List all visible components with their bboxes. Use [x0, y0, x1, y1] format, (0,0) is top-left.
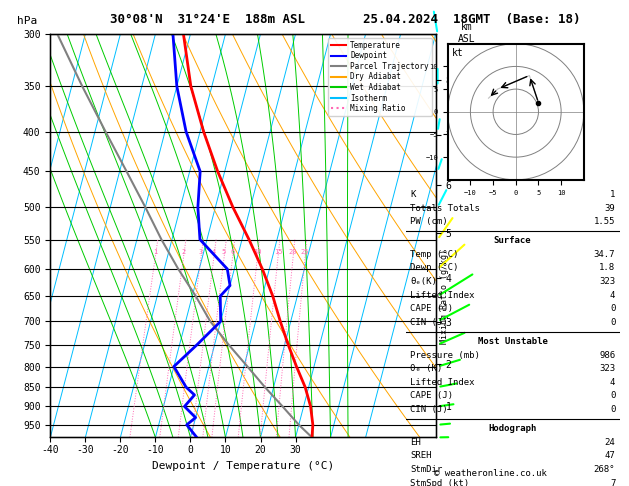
Text: 24: 24	[604, 438, 615, 447]
Text: StmSpd (kt): StmSpd (kt)	[410, 479, 469, 486]
Text: PW (cm): PW (cm)	[410, 217, 448, 226]
Text: Dewp (°C): Dewp (°C)	[410, 263, 459, 273]
Text: K: K	[410, 190, 415, 199]
Y-axis label: km
ASL: km ASL	[458, 22, 476, 44]
Text: Temp (°C): Temp (°C)	[410, 250, 459, 259]
Text: 6: 6	[230, 249, 235, 256]
Text: © weatheronline.co.uk: © weatheronline.co.uk	[434, 469, 547, 478]
Text: 323: 323	[599, 277, 615, 286]
Text: CAPE (J): CAPE (J)	[410, 392, 453, 400]
Text: 323: 323	[599, 364, 615, 373]
Text: 0: 0	[610, 405, 615, 414]
Text: 25: 25	[301, 249, 309, 256]
Text: 25.04.2024  18GMT  (Base: 18): 25.04.2024 18GMT (Base: 18)	[363, 13, 581, 26]
Text: 0: 0	[610, 318, 615, 327]
Text: CIN (J): CIN (J)	[410, 318, 448, 327]
Text: 1.55: 1.55	[594, 217, 615, 226]
Text: Surface: Surface	[494, 236, 532, 245]
Text: StmDir: StmDir	[410, 465, 442, 474]
Text: θₑ(K): θₑ(K)	[410, 277, 437, 286]
Text: 7: 7	[610, 479, 615, 486]
X-axis label: Dewpoint / Temperature (°C): Dewpoint / Temperature (°C)	[152, 461, 334, 470]
Text: θₑ (K): θₑ (K)	[410, 364, 442, 373]
Text: Hodograph: Hodograph	[489, 424, 537, 433]
Text: 268°: 268°	[594, 465, 615, 474]
Y-axis label: hPa: hPa	[17, 16, 37, 26]
Text: 15: 15	[274, 249, 282, 256]
Text: EH: EH	[410, 438, 421, 447]
Text: Lifted Index: Lifted Index	[410, 291, 474, 300]
Text: 1.8: 1.8	[599, 263, 615, 273]
Text: 0: 0	[610, 392, 615, 400]
Text: 1: 1	[153, 249, 157, 256]
Text: 2: 2	[181, 249, 186, 256]
Text: 986: 986	[599, 350, 615, 360]
Text: Mixing Ratio (g/kg): Mixing Ratio (g/kg)	[440, 249, 448, 344]
Text: 4: 4	[610, 291, 615, 300]
Text: Lifted Index: Lifted Index	[410, 378, 474, 387]
Text: Pressure (mb): Pressure (mb)	[410, 350, 480, 360]
Text: 4: 4	[212, 249, 216, 256]
Text: CIN (J): CIN (J)	[410, 405, 448, 414]
Text: 10: 10	[253, 249, 262, 256]
Text: SREH: SREH	[410, 451, 431, 460]
Text: kt: kt	[452, 48, 464, 58]
Text: 30°08'N  31°24'E  188m ASL: 30°08'N 31°24'E 188m ASL	[110, 13, 305, 26]
Text: 3: 3	[199, 249, 203, 256]
Text: Most Unstable: Most Unstable	[477, 337, 548, 346]
Text: 4: 4	[610, 378, 615, 387]
Legend: Temperature, Dewpoint, Parcel Trajectory, Dry Adiabat, Wet Adiabat, Isotherm, Mi: Temperature, Dewpoint, Parcel Trajectory…	[328, 38, 432, 116]
Text: 1: 1	[610, 190, 615, 199]
Text: 0: 0	[610, 304, 615, 313]
Text: CAPE (J): CAPE (J)	[410, 304, 453, 313]
Text: 34.7: 34.7	[594, 250, 615, 259]
Text: Totals Totals: Totals Totals	[410, 204, 480, 212]
Text: 39: 39	[604, 204, 615, 212]
Text: 20: 20	[289, 249, 298, 256]
Text: 47: 47	[604, 451, 615, 460]
Text: 5: 5	[222, 249, 226, 256]
